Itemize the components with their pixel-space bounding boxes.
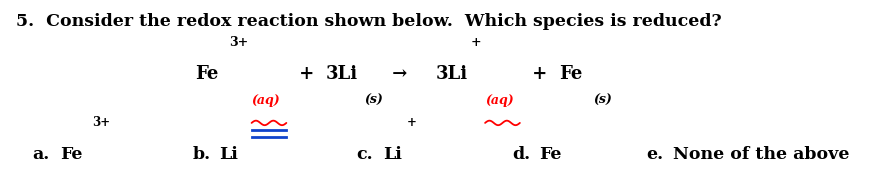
Text: 3+: 3+ [92, 116, 110, 129]
Text: Fe: Fe [61, 146, 82, 163]
Text: a.: a. [32, 146, 49, 163]
Text: (s): (s) [364, 94, 382, 107]
Text: Fe: Fe [559, 65, 582, 83]
Text: +: + [526, 65, 553, 83]
Text: →: → [385, 65, 413, 83]
Text: +: + [293, 65, 320, 83]
Text: Li: Li [382, 146, 402, 163]
Text: Fe: Fe [195, 65, 218, 83]
Text: +: + [470, 36, 481, 49]
Text: c.: c. [356, 146, 373, 163]
Text: Li: Li [219, 146, 238, 163]
Text: Fe: Fe [538, 146, 560, 163]
Text: +: + [406, 116, 416, 129]
Text: 3+: 3+ [229, 36, 248, 49]
Text: (s): (s) [593, 94, 611, 107]
Text: e.: e. [645, 146, 663, 163]
Text: d.: d. [512, 146, 530, 163]
Text: (aq): (aq) [485, 94, 513, 107]
Text: 5.  Consider the redox reaction shown below.  Which species is reduced?: 5. Consider the redox reaction shown bel… [16, 13, 720, 30]
Text: (aq): (aq) [252, 94, 280, 107]
Text: 3Li: 3Li [435, 65, 467, 83]
Text: b.: b. [193, 146, 210, 163]
Text: 3Li: 3Li [325, 65, 358, 83]
Text: None of the above: None of the above [673, 146, 849, 163]
